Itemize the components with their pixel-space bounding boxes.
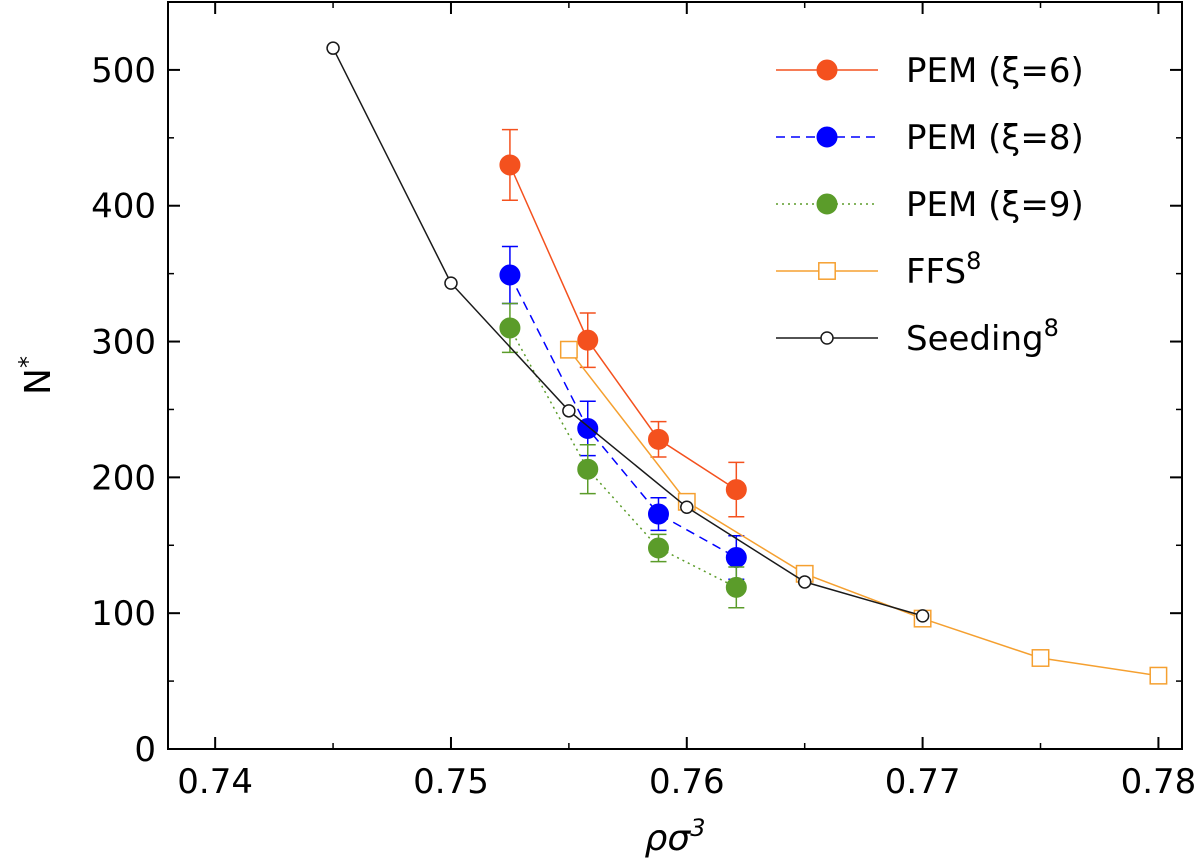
series-line (509, 274, 737, 559)
data-point (725, 479, 747, 501)
data-point (647, 537, 669, 559)
data-point (647, 428, 669, 450)
data-point (820, 331, 834, 345)
x-tick-label: 0.74 (177, 762, 253, 802)
data-point (499, 264, 521, 286)
series-line (568, 349, 1159, 677)
series-line (509, 164, 737, 491)
data-point (915, 609, 930, 623)
data-point (816, 126, 838, 148)
series-line (509, 327, 737, 589)
data-point (444, 276, 458, 290)
x-tick-label: 0.77 (885, 762, 961, 802)
data-point (680, 500, 694, 514)
legend-label: Seeding8 (906, 314, 1059, 359)
y-tick-label: 300 (91, 323, 156, 363)
axes: 0.74 0.75 0.76 0.77 0.78 0 100 200 300 400 500 (91, 1, 1197, 802)
data-point (816, 193, 838, 215)
x-tick-label: 0.75 (413, 762, 489, 802)
y-tick-label: 0 (134, 730, 156, 770)
data-point (725, 546, 747, 568)
y-axis-label: N* (14, 356, 59, 395)
data-point (818, 262, 836, 280)
x-axis-label: ρσ3 (645, 814, 706, 859)
x-tick-label: 0.78 (1121, 762, 1197, 802)
series-5 (326, 41, 930, 623)
data-point (647, 503, 669, 525)
plot-frame (167, 1, 1183, 750)
legend-item-1: PEM (ξ=6) (776, 51, 1084, 91)
y-tick-label: 100 (91, 594, 156, 634)
legend-label: PEM (ξ=9) (906, 185, 1084, 225)
legend-label: PEM (ξ=6) (906, 51, 1084, 91)
series-1 (499, 128, 747, 518)
legend-label: PEM (ξ=8) (906, 118, 1084, 158)
legend-item-4: FFS8 (776, 247, 981, 292)
series-2 (499, 245, 747, 580)
data-point (816, 59, 838, 81)
data-point (577, 458, 599, 480)
legend-label: FFS8 (906, 247, 981, 292)
legend-item-5: Seeding8 (776, 314, 1059, 359)
plot-area (326, 41, 1168, 685)
data-point (797, 575, 812, 589)
data-point (562, 404, 576, 418)
y-tick-label: 200 (91, 458, 156, 498)
data-point (499, 317, 521, 339)
x-tick-label: 0.76 (649, 762, 725, 802)
data-point (1031, 649, 1050, 667)
legend: PEM (ξ=6) PEM (ξ=8) PEM (ξ=9) FFS8 Seeding8 (776, 51, 1084, 359)
legend-item-2: PEM (ξ=8) (776, 118, 1084, 158)
data-point (725, 576, 747, 598)
data-point (499, 154, 521, 176)
axis-labels: ρσ3 N* (14, 356, 705, 859)
series-line (332, 47, 923, 617)
y-tick-label: 400 (91, 187, 156, 227)
legend-item-3: PEM (ξ=9) (776, 185, 1084, 225)
data-point (577, 417, 599, 439)
data-point (1149, 666, 1168, 685)
series-3 (499, 302, 747, 609)
data-point (326, 41, 340, 55)
data-point (577, 329, 599, 351)
data-point (559, 340, 578, 359)
y-tick-label: 500 (91, 51, 156, 91)
